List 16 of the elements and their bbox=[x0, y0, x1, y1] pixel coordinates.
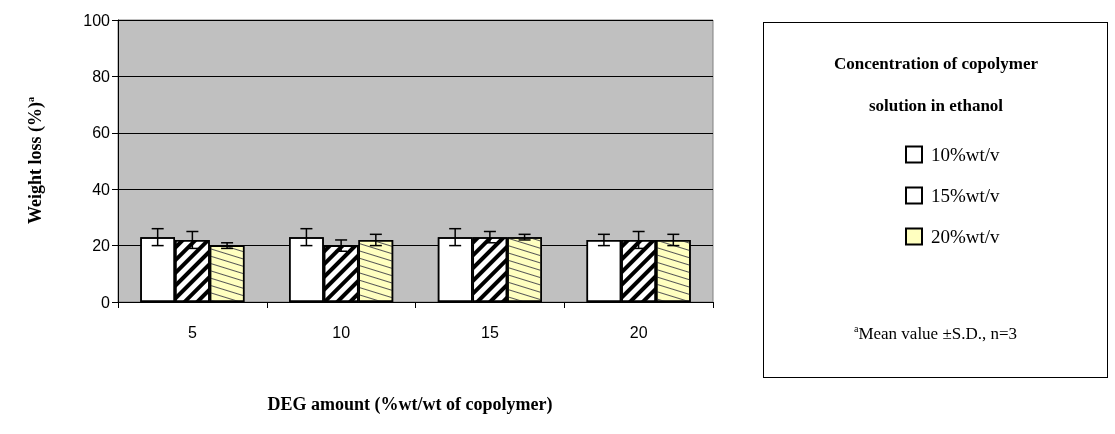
x-tick-label: 15 bbox=[480, 323, 499, 341]
y-tick-label: 100 bbox=[83, 11, 111, 29]
y-tick-label: 60 bbox=[92, 124, 111, 142]
y-tick-label: 40 bbox=[92, 180, 111, 198]
x-tick-label: 5 bbox=[187, 323, 197, 341]
text: $^{a}$Mean value ±S.D., n=3 bbox=[852, 323, 1019, 344]
y-tick-label: 80 bbox=[92, 67, 111, 85]
x-tick-label: 20 bbox=[629, 323, 648, 341]
legend-label: 15%wt/v bbox=[931, 185, 1001, 206]
legend-label: 20%wt/v bbox=[931, 226, 1001, 247]
legend-label: 10%wt/v bbox=[931, 144, 1001, 165]
x-axis-title: DEG amount (%wt/wt of copolymer) bbox=[266, 394, 554, 415]
x-tick-label: 10 bbox=[332, 323, 351, 341]
y-tick-label: 20 bbox=[92, 237, 111, 255]
text: Concentration of copolymer solution in ethanol bbox=[834, 54, 1038, 115]
y-tick-label: 0 bbox=[101, 293, 111, 311]
